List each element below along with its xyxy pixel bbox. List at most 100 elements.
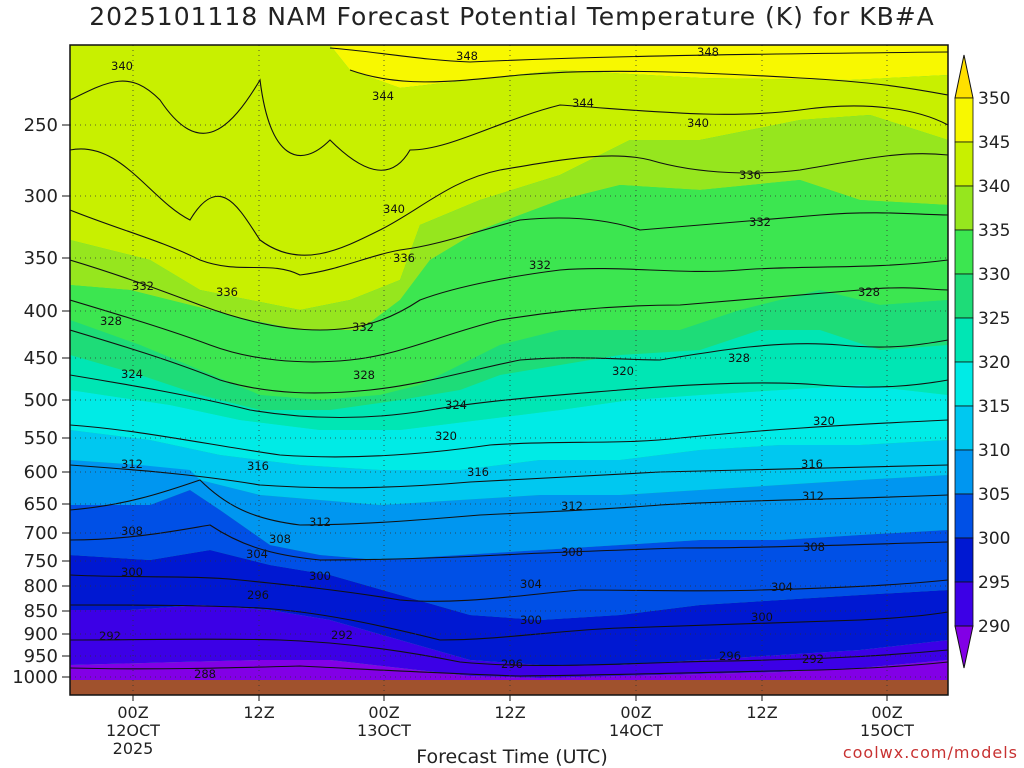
contour-label: 328: [858, 285, 880, 299]
contour-label: 340: [687, 116, 709, 130]
contour-lines: [70, 47, 948, 677]
colorbar-segment: [954, 317, 974, 363]
grid: [70, 45, 948, 695]
colorbar-label: 325: [978, 309, 1010, 329]
contour-label: 300: [121, 565, 143, 579]
y-tick-label: 350: [24, 248, 58, 269]
x-tick-label: 00Z: [620, 703, 651, 722]
colorbar-segment: [954, 405, 974, 451]
contour-label: 292: [331, 628, 353, 642]
contour-line: [70, 464, 948, 489]
contour-line: [70, 287, 948, 363]
contour-line: [70, 479, 948, 526]
contour-label: 336: [216, 285, 238, 299]
contour-field: 340 348 348 344 344 340 336 340 332 336 332 332 336 3…: [70, 45, 948, 695]
contour-label: 316: [247, 459, 269, 473]
contour-label: 332: [352, 320, 374, 334]
colorbar-label: 310: [978, 441, 1010, 461]
contour-label: 312: [802, 489, 824, 503]
contour-line: [70, 209, 948, 276]
y-axis: 2503003504004505005506006507007508008509…: [12, 115, 70, 688]
colorbar-label: 305: [978, 485, 1010, 505]
y-tick-label: 750: [24, 551, 58, 572]
colorbar-label: 335: [978, 221, 1010, 241]
contour-label: 324: [445, 398, 467, 412]
band-cyan: [70, 385, 948, 470]
credit-link[interactable]: coolwx.com/models: [842, 743, 1018, 762]
x-tick-label: 00Z: [368, 703, 399, 722]
contour-label: 296: [247, 588, 269, 602]
contour-label: 288: [194, 667, 216, 681]
colorbar: 350 345 340 335 330 325 320 315 310 305 300 295 290: [954, 54, 1010, 669]
contour-label: 332: [529, 258, 551, 272]
colorbar-segment: [954, 141, 974, 187]
contour-line: [70, 604, 948, 641]
contour-line: [70, 148, 948, 256]
contour-label: 332: [132, 279, 154, 293]
band-green: [70, 180, 948, 400]
colorbar-top-arrow: [954, 54, 974, 99]
contour-label: 308: [121, 524, 143, 538]
colorbar-label: 345: [978, 133, 1010, 153]
contour-label: 292: [99, 629, 121, 643]
x-tick-label: 12Z: [243, 703, 274, 722]
contour-label: 300: [309, 569, 331, 583]
contour-label: 324: [121, 367, 143, 381]
colorbar-segment: [954, 537, 974, 583]
y-tick-label: 500: [24, 390, 58, 411]
contour-line: [70, 574, 948, 602]
band-indigo: [70, 605, 948, 678]
x-tick-label: 00Z: [871, 703, 902, 722]
colorbar-label: 350: [978, 89, 1010, 109]
colorbar-segment: [954, 273, 974, 319]
contour-line: [70, 524, 948, 561]
colorbar-segment: [954, 361, 974, 407]
y-tick-label: 850: [24, 601, 58, 622]
y-tick-label: 250: [24, 115, 58, 136]
contour-label: 304: [246, 547, 268, 561]
contour-label: 304: [520, 577, 542, 591]
contour-label: 340: [383, 202, 405, 216]
y-tick-label: 700: [24, 523, 58, 544]
contour-label: 316: [801, 457, 823, 471]
contour-label: 296: [501, 657, 523, 671]
contour-label: 348: [697, 45, 719, 59]
contour-label: 340: [111, 59, 133, 73]
contour-label: 312: [309, 515, 331, 529]
y-tick-label: 400: [24, 301, 58, 322]
y-tick-label: 600: [24, 462, 58, 483]
x-tick-label: 00Z: [117, 703, 148, 722]
contour-label: 348: [456, 49, 478, 63]
contour-label: 336: [739, 168, 761, 182]
x-axis-title: Forecast Time (UTC): [416, 746, 608, 768]
ground-layer: [70, 680, 948, 695]
contour-label: 312: [121, 457, 143, 471]
contour-line: [70, 78, 948, 171]
colorbar-label: 340: [978, 177, 1010, 197]
x-tick-label: 2025: [113, 739, 154, 758]
y-tick-label: 900: [24, 624, 58, 645]
contour-label: 308: [269, 532, 291, 546]
colorbar-label: 330: [978, 265, 1010, 285]
contour-line: [70, 661, 948, 677]
contour-line: [70, 329, 948, 394]
y-tick-label: 1000: [12, 667, 58, 688]
band-aqua: [70, 330, 948, 430]
colorbar-label: 295: [978, 573, 1010, 593]
contour-line: [70, 638, 948, 667]
colorbar-label: 315: [978, 397, 1010, 417]
contour-label: 328: [728, 351, 750, 365]
x-tick-label: 15OCT: [860, 721, 914, 740]
band-deep-blue: [70, 550, 948, 665]
contour-label: 344: [572, 96, 594, 110]
contour-labels: 340 348 348 344 344 340 336 340 332 336 332 332 336 3…: [99, 45, 880, 681]
contour-label: 344: [372, 89, 394, 103]
contour-label: 332: [749, 215, 771, 229]
colorbar-segment: [954, 449, 974, 495]
contour-label: 320: [813, 414, 835, 428]
contour-label: 312: [561, 499, 583, 513]
x-tick-label: 13OCT: [357, 721, 411, 740]
contour-line: [70, 374, 948, 419]
